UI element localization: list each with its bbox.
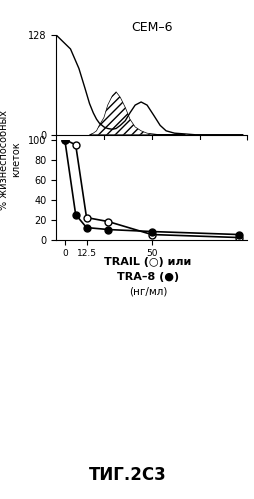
Text: TRAIL (○) или: TRAIL (○) или <box>104 257 191 267</box>
Text: DR5: DR5 <box>66 148 91 158</box>
Text: TRA–8 (●): TRA–8 (●) <box>116 272 178 282</box>
Text: % жизнеспособных
клеток: % жизнеспособных клеток <box>0 110 21 210</box>
Text: (нг/мл): (нг/мл) <box>128 287 166 297</box>
Text: ΤИГ.2С3: ΤИГ.2С3 <box>88 466 166 484</box>
Title: CEM–6: CEM–6 <box>131 21 172 34</box>
